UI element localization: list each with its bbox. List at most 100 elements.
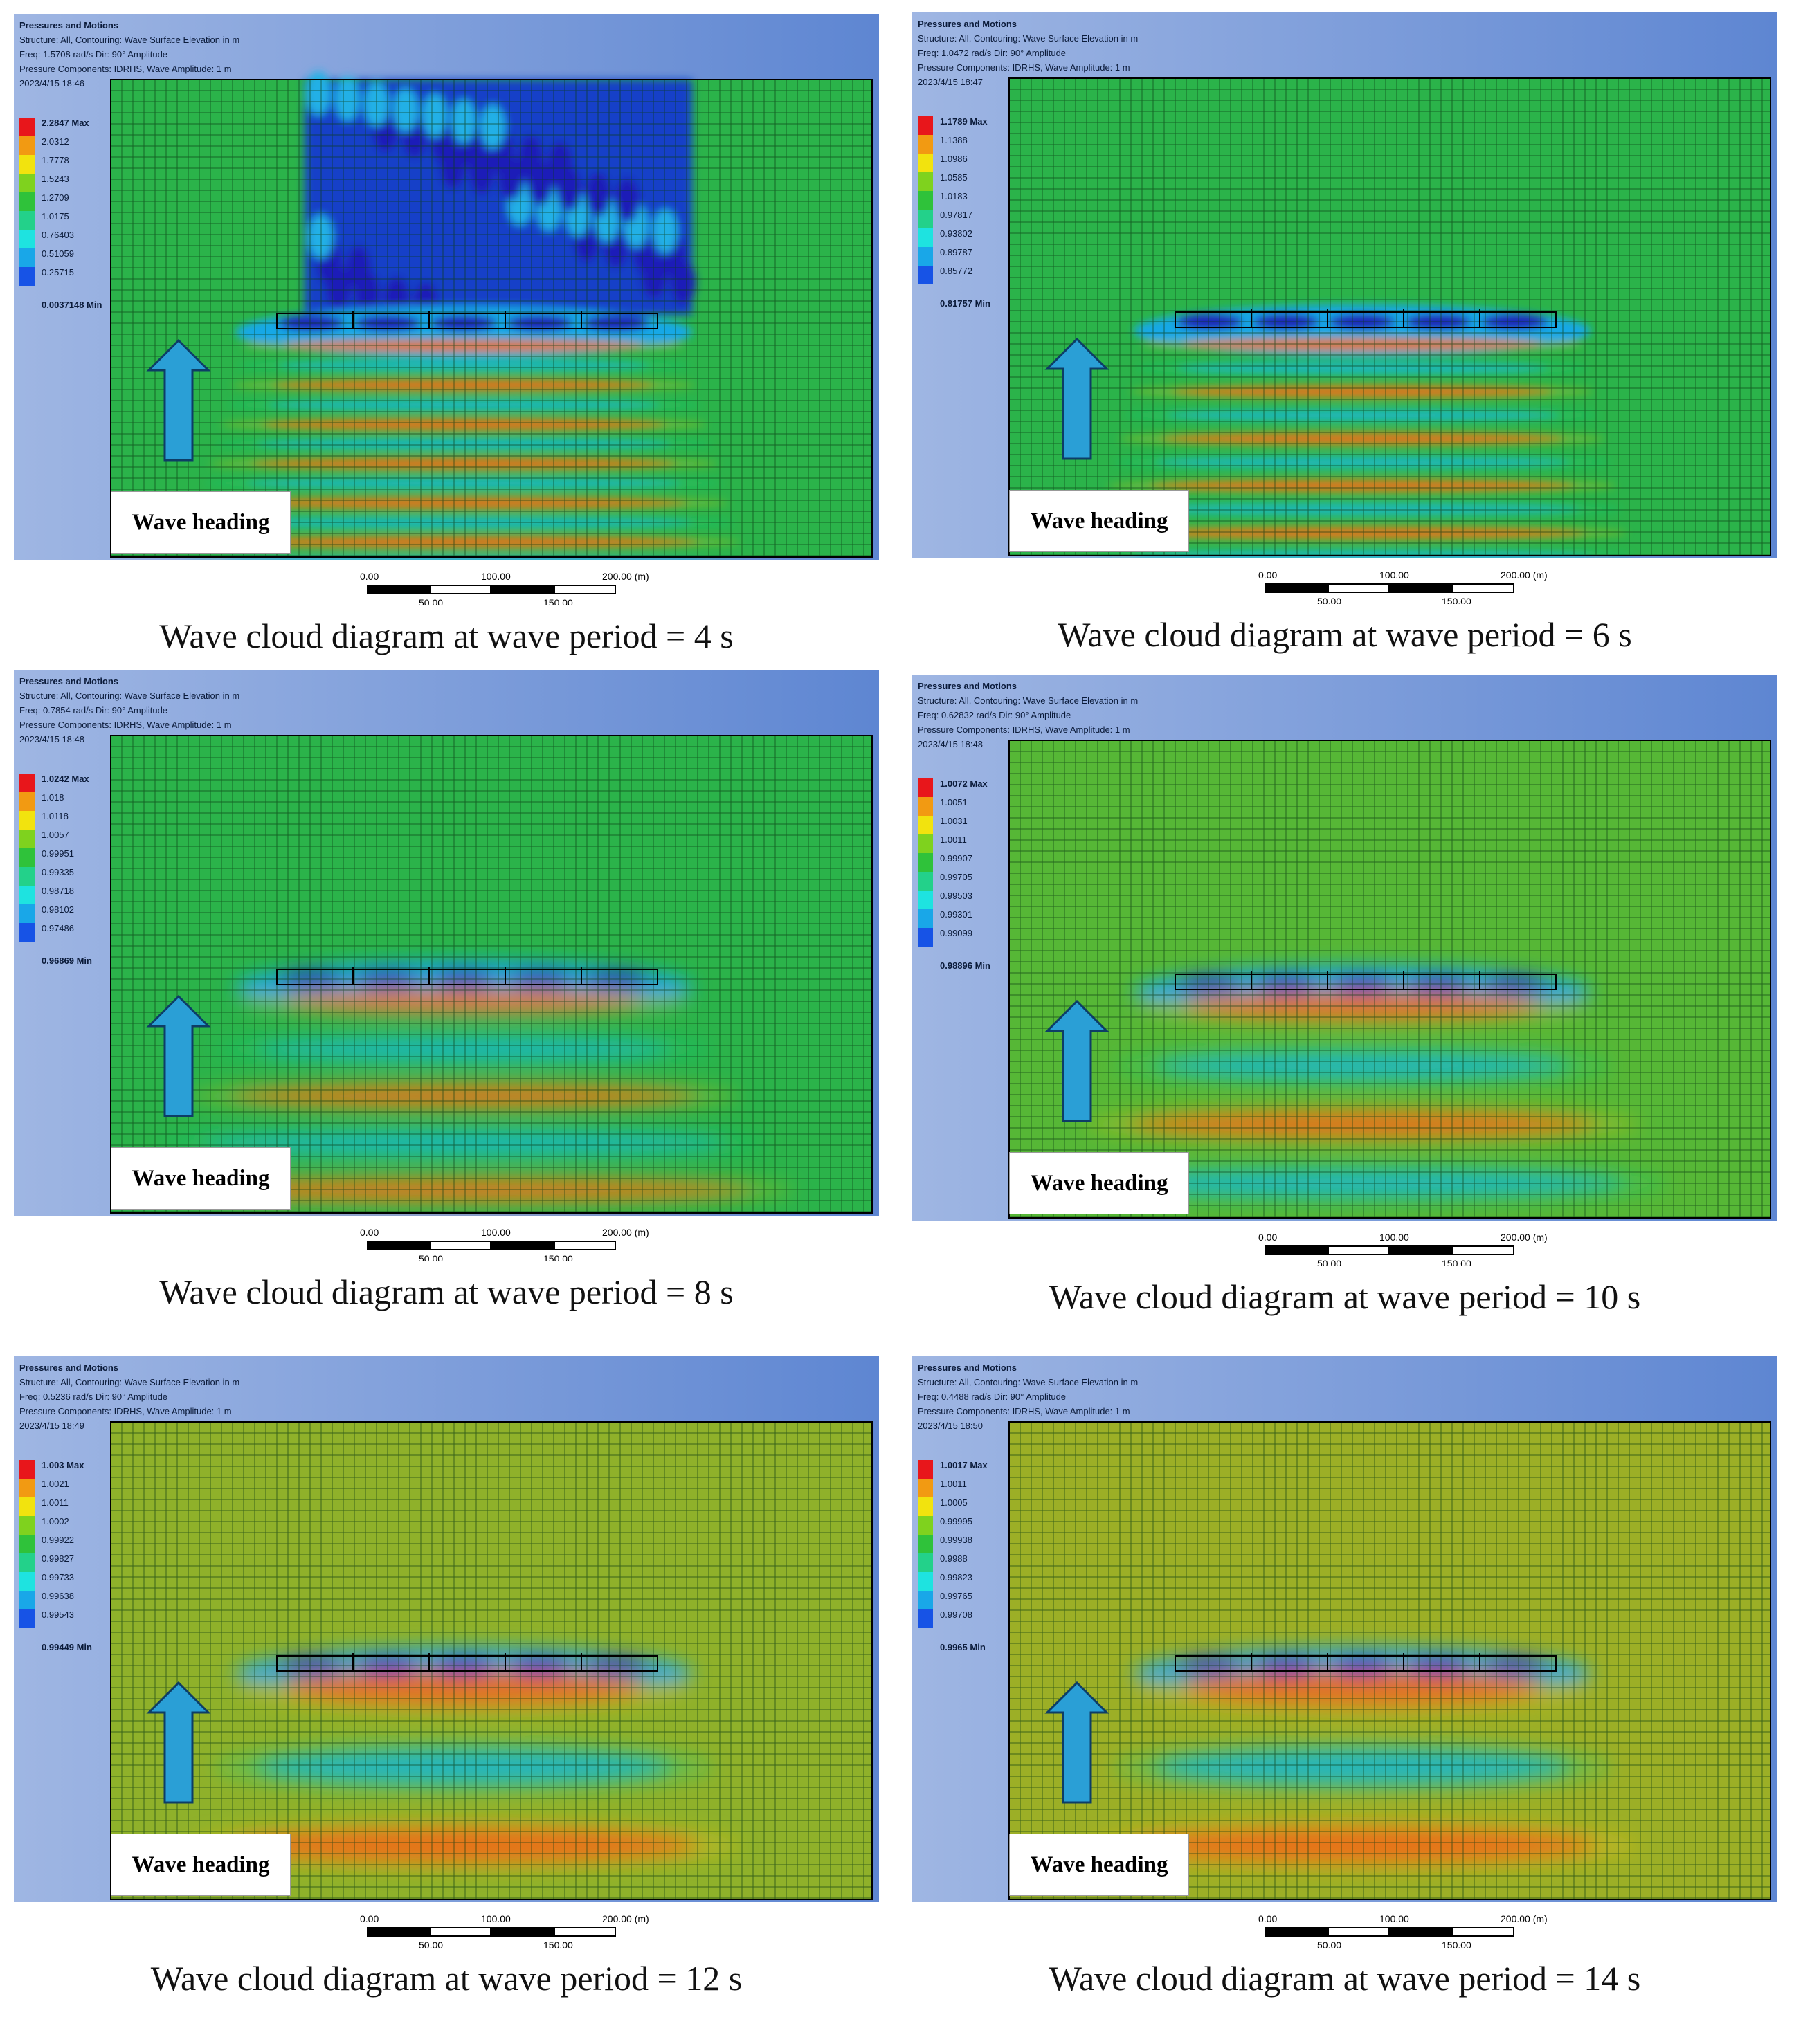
legend-swatch (19, 811, 35, 830)
legend-value: 1.0051 (940, 797, 968, 807)
contour-field (912, 675, 1777, 1266)
legend-swatch (918, 135, 933, 154)
scale-tick: 150.00 (543, 1940, 573, 1948)
panel-period-6s: Pressures and Motions Structure: All, Con… (912, 12, 1777, 654)
contour-field (14, 14, 879, 605)
contour-plot: Pressures and Motions Structure: All, Con… (14, 670, 879, 1261)
legend-value: 0.76403 (42, 230, 74, 240)
scale-tick: 0.00 (360, 1227, 379, 1238)
legend-swatch (19, 904, 35, 923)
floating-structure (276, 1653, 658, 1672)
legend-value: 0.96869 Min (42, 956, 92, 966)
legend-swatch (19, 211, 35, 230)
scale-segment (1390, 1927, 1452, 1937)
info-line4: 2023/4/15 18:46 (19, 78, 84, 89)
legend-swatch (19, 230, 35, 248)
legend-value: 0.99705 (940, 872, 972, 882)
scale-tick: 50.00 (419, 1253, 444, 1261)
legend-swatch (19, 118, 35, 136)
panel-period-4s: Pressures and Motions Structure: All, Con… (14, 14, 879, 655)
legend-value: 1.1388 (940, 135, 968, 145)
scale-tick: 150.00 (543, 597, 573, 605)
legend-value: 0.89787 (940, 247, 972, 257)
legend-swatch (918, 1460, 933, 1479)
legend-value: 0.99907 (940, 853, 972, 864)
scale-segment (491, 1927, 554, 1937)
legend-swatch (19, 848, 35, 867)
scale-tick: 200.00 (m) (602, 571, 649, 582)
legend-swatch (918, 816, 933, 834)
legend-swatch (19, 155, 35, 174)
scale-segment (429, 1927, 491, 1937)
legend-swatch (19, 136, 35, 155)
panel-caption: Wave cloud diagram at wave period = 4 s (159, 617, 734, 655)
legend-value: 0.99503 (940, 891, 972, 901)
scale-tick: 0.00 (1258, 569, 1278, 581)
legend-value: 1.0585 (940, 172, 968, 183)
scale-segment (1265, 1245, 1328, 1255)
info-line4: 2023/4/15 18:47 (918, 77, 983, 87)
info-line1: Structure: All, Contouring: Wave Surface… (19, 35, 240, 45)
info-line4: 2023/4/15 18:48 (19, 734, 84, 745)
legend-value: 0.81757 Min (940, 298, 990, 309)
scale-segment (1452, 1245, 1514, 1255)
scale-segment (367, 1927, 429, 1937)
contour-plot: Pressures and Motions Structure: All, Con… (912, 1356, 1777, 1948)
legend-swatch (19, 886, 35, 904)
legend-value: 1.0031 (940, 816, 968, 826)
legend-value: 0.99449 Min (42, 1642, 92, 1652)
legend-swatch (19, 774, 35, 792)
panel-caption: Wave cloud diagram at wave period = 10 s (1049, 1277, 1641, 1316)
legend-value: 0.93802 (940, 228, 972, 239)
scale-segment (1390, 583, 1452, 593)
wave-heading-arrow-icon (1044, 999, 1109, 1122)
wave-heading-text: Wave heading (1030, 508, 1168, 533)
scale-tick: 200.00 (m) (1501, 1232, 1548, 1243)
contour-plot: Pressures and Motions Structure: All, Con… (912, 675, 1777, 1266)
plot-info: Pressures and Motions Structure: All, Con… (19, 674, 239, 747)
panel-caption: Wave cloud diagram at wave period = 6 s (1058, 615, 1632, 654)
scale-tick: 150.00 (543, 1253, 573, 1261)
scale-tick: 150.00 (1442, 1258, 1471, 1266)
legend-swatch (918, 872, 933, 891)
legend-value: 0.85772 (940, 266, 972, 276)
legend-value: 0.99543 (42, 1609, 74, 1620)
legend-swatch (19, 1460, 35, 1479)
legend-value: 0.99951 (42, 848, 74, 859)
plot-info: Pressures and Motions Structure: All, Con… (19, 18, 239, 91)
legend-value: 1.0072 Max (940, 778, 988, 789)
legend-swatch (19, 867, 35, 886)
wave-heading-text: Wave heading (132, 1852, 270, 1877)
legend-swatch (918, 247, 933, 266)
scale-bar: 0.00 100.00 200.00 (m) 50.00 150.00 (360, 1913, 658, 1948)
legend-value: 0.99995 (940, 1516, 972, 1526)
info-line2: Freq: 0.7854 rad/s Dir: 90° Amplitude (19, 705, 168, 715)
panel-caption: Wave cloud diagram at wave period = 12 s (150, 1959, 743, 1998)
legend-value: 1.0011 (940, 834, 967, 845)
legend-value: 0.98896 Min (940, 960, 990, 971)
legend-swatch (19, 1553, 35, 1572)
legend-value: 0.99765 (940, 1591, 972, 1601)
scale-tick: 150.00 (1442, 596, 1471, 604)
panel-period-10s: Pressures and Motions Structure: All, Con… (912, 675, 1777, 1316)
wave-heading-text: Wave heading (1030, 1170, 1168, 1196)
legend-swatch (918, 909, 933, 928)
scale-segment (1265, 583, 1328, 593)
legend-value: 0.99301 (940, 909, 972, 920)
wave-heading-text: Wave heading (132, 1165, 270, 1191)
wave-heading-label: Wave heading (111, 1147, 291, 1210)
legend-value: 0.9988 (940, 1553, 968, 1564)
scale-segment (1452, 583, 1514, 593)
scale-segment (1328, 1927, 1390, 1937)
wave-heading-arrow-icon (146, 994, 211, 1117)
info-line2: Freq: 1.5708 rad/s Dir: 90° Amplitude (19, 49, 168, 60)
info-line2: Freq: 0.4488 rad/s Dir: 90° Amplitude (918, 1391, 1067, 1402)
legend-swatch (918, 891, 933, 909)
contour-field (912, 12, 1777, 604)
scale-tick: 0.00 (1258, 1913, 1278, 1924)
legend-swatch (19, 1497, 35, 1516)
wave-heading-text: Wave heading (132, 509, 270, 535)
legend-value: 1.0011 (940, 1479, 967, 1489)
legend-value: 0.98102 (42, 904, 74, 915)
legend-swatch (918, 1516, 933, 1535)
